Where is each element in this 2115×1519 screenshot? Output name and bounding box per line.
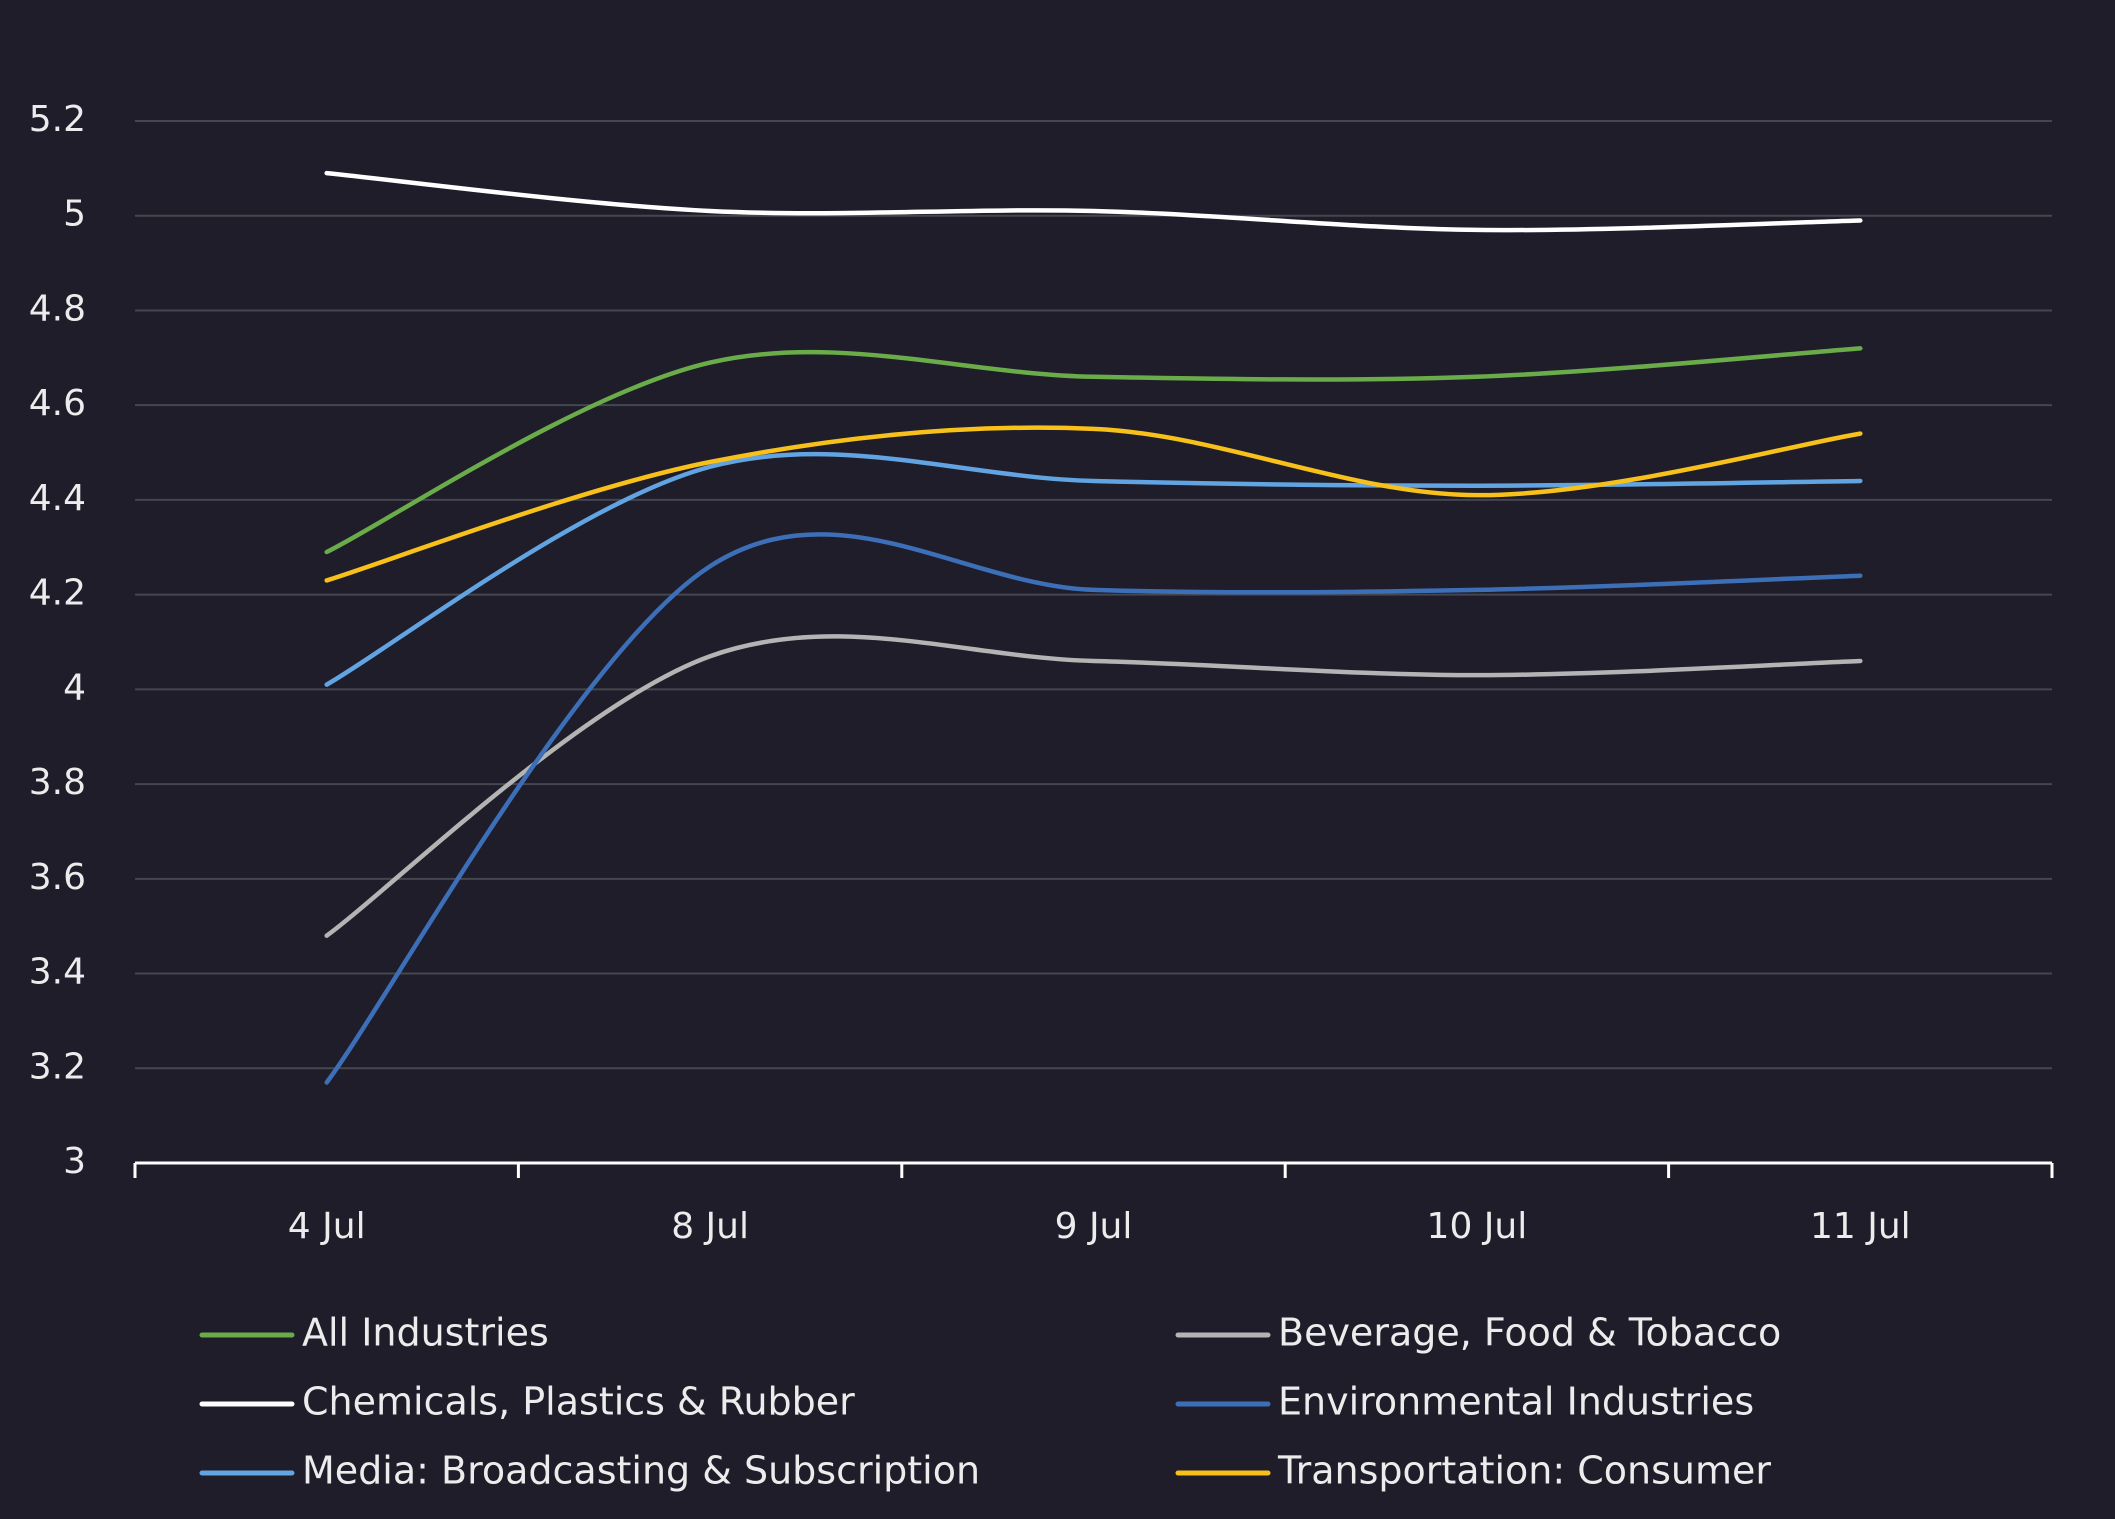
series-line-transportation-consumer [324,425,1863,583]
y-tick-label: 5.2 [29,99,86,140]
legend-label-media-broadcasting-subscription: Media: Broadcasting & Subscription [302,1449,980,1493]
series-lines [324,170,1863,1085]
gridlines [135,120,2052,1070]
x-tick-label: 11 Jul [1810,1206,1911,1247]
series-line-all-industries [324,346,1863,555]
legend-label-chemicals-plastics-rubber: Chemicals, Plastics & Rubber [302,1380,855,1424]
y-tick-label: 3.6 [29,857,86,898]
legend-label-transportation-consumer: Transportation: Consumer [1277,1449,1771,1493]
y-tick-label: 3 [63,1141,86,1182]
series-line-chemicals-plastics-rubber [324,170,1863,233]
legend-label-beverage-food-tobacco: Beverage, Food & Tobacco [1278,1311,1781,1355]
y-tick-label: 3.2 [29,1046,86,1087]
x-axis: 4 Jul 8 Jul 9 Jul 10 Jul 11 Jul [133,1161,2054,1247]
x-tick-label: 8 Jul [671,1206,749,1247]
y-tick-label: 5 [63,194,86,235]
y-tick-label: 4.4 [29,478,86,519]
series-line-environmental-industries [324,532,1863,1085]
x-tick-label: 4 Jul [288,1206,366,1247]
series-line-media-broadcasting-subscription [324,451,1863,687]
legend-label-all-industries: All Industries [302,1311,549,1355]
y-tick-label: 3.4 [29,952,86,993]
series-line-beverage-food-tobacco [324,634,1863,938]
legend-label-environmental-industries: Environmental Industries [1278,1380,1754,1424]
x-tick-label: 10 Jul [1427,1206,1528,1247]
y-tick-label: 3.8 [29,762,86,803]
y-tick-label: 4 [63,667,86,708]
legend: All Industries Beverage, Food & Tobacco Ch… [199,1311,1781,1493]
y-tick-label: 4.2 [29,573,86,614]
y-axis-tick-labels: 3 3.2 3.4 3.6 3.8 4 4.2 4.4 4.6 4.8 5 5.2 [29,99,86,1182]
x-tick-label: 9 Jul [1055,1206,1133,1247]
y-tick-label: 4.6 [29,383,86,424]
y-tick-label: 4.8 [29,288,86,329]
